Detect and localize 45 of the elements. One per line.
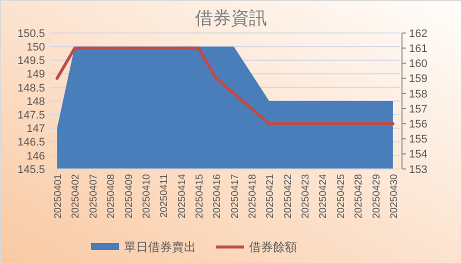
y2-tick-label: 160 — [409, 58, 428, 70]
legend-label: 單日借券賣出 — [124, 240, 196, 254]
chart-title: 借券資訊 — [195, 8, 267, 28]
x-tick-label: 20250414 — [176, 174, 188, 218]
x-tick-label: 20250408 — [106, 174, 118, 218]
y-tick-label: 145.5 — [17, 164, 45, 176]
y-tick-label: 147 — [26, 123, 45, 136]
y-tick-label: 148.5 — [17, 82, 45, 94]
x-tick-label: 20250428 — [354, 174, 365, 218]
y2-tick-label: 153 — [409, 164, 428, 176]
y2-tick-label: 156 — [409, 118, 428, 131]
y-tick-label: 146 — [26, 150, 45, 162]
x-tick-label: 20250424 — [318, 174, 330, 218]
line-series — [56, 46, 394, 126]
legend-label: 借券餘額 — [249, 240, 297, 254]
y-tick-label: 148 — [26, 96, 45, 108]
y2-tick-label: 162 — [409, 28, 428, 40]
x-tick-label: 20250422 — [282, 174, 294, 218]
y-tick-label: 146.5 — [17, 136, 45, 149]
y2-tick-label: 157 — [409, 103, 428, 116]
x-tick-label: 20250429 — [371, 174, 382, 218]
x-tick-label: 20250402 — [70, 174, 82, 218]
x-tick-label: 20250430 — [388, 174, 400, 218]
y-tick-label: 150.5 — [17, 28, 45, 40]
y-tick-label: 149 — [26, 68, 45, 81]
y2-tick-label: 159 — [409, 73, 428, 86]
y2-tick-label: 155 — [409, 134, 428, 146]
y-tick-label: 147.5 — [17, 109, 45, 122]
x-tick-label: 20250411 — [159, 174, 170, 218]
y2-tick-label: 154 — [409, 148, 428, 161]
x-tick-label: 20250407 — [88, 174, 100, 218]
y2-tick-label: 158 — [409, 88, 428, 100]
y-tick-label: 149.5 — [17, 55, 45, 68]
x-tick-label: 20250409 — [124, 174, 135, 218]
x-tick-label: 20250423 — [300, 174, 312, 218]
x-tick-label: 20250421 — [265, 174, 276, 218]
y2-tick-label: 161 — [409, 42, 428, 55]
x-tick-label: 20250410 — [141, 174, 152, 218]
y-tick-label: 150 — [26, 41, 45, 54]
x-tick-label: 20250401 — [53, 174, 64, 218]
x-tick-label: 20250416 — [212, 174, 224, 218]
x-tick-label: 20250418 — [248, 174, 259, 218]
x-tick-label: 20250415 — [194, 174, 206, 218]
x-tick-label: 20250425 — [336, 174, 347, 218]
x-tick-label: 20250417 — [230, 174, 241, 218]
